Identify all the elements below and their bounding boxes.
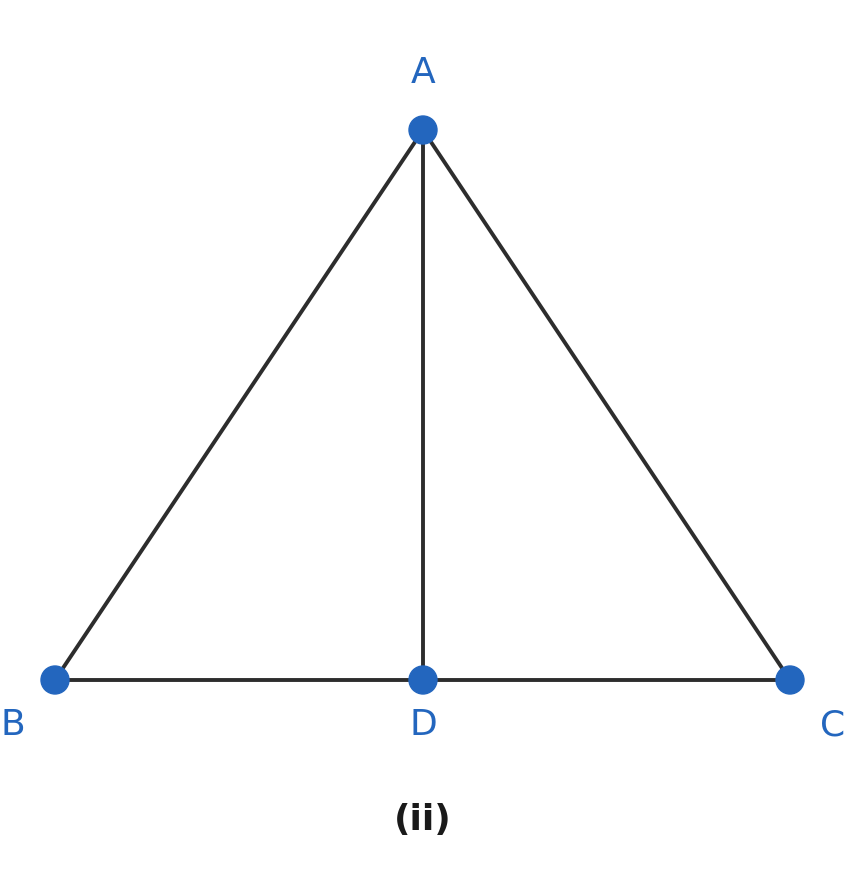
Text: B: B	[0, 708, 25, 742]
Text: (ii): (ii)	[394, 803, 452, 837]
Text: A: A	[410, 56, 436, 90]
Text: C: C	[820, 708, 845, 742]
Text: D: D	[409, 708, 437, 742]
Circle shape	[409, 116, 437, 144]
Circle shape	[41, 666, 69, 694]
Circle shape	[409, 666, 437, 694]
Circle shape	[776, 666, 804, 694]
